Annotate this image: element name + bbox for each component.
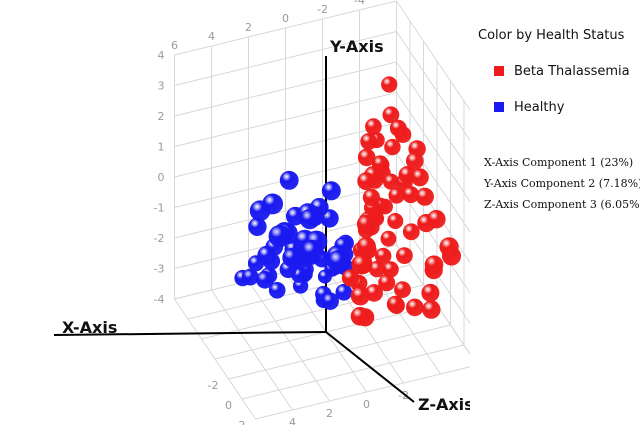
data-point <box>362 188 381 206</box>
data-point <box>402 223 420 241</box>
tick-label: 0 <box>363 398 370 411</box>
data-point <box>321 181 341 201</box>
legend-label: Healthy <box>514 100 565 115</box>
data-point <box>365 118 382 135</box>
z-axis-title: Z-Axis <box>418 395 470 414</box>
data-point <box>405 298 424 317</box>
data-point <box>299 209 320 230</box>
tick-label: 4 <box>208 30 215 43</box>
component-x-label: X-Axis Component 1 (23%) <box>484 156 634 169</box>
data-point <box>389 119 407 137</box>
data-point <box>405 152 424 170</box>
data-point <box>380 230 397 247</box>
data-point <box>257 245 276 265</box>
data-point <box>381 76 398 93</box>
tick-label: 6 <box>171 39 178 52</box>
data-point <box>241 268 259 286</box>
data-point <box>341 269 360 287</box>
legend-item-healthy: Healthy <box>494 100 564 115</box>
tick-label: 2 <box>158 110 165 123</box>
data-point <box>321 292 339 310</box>
tick-label: 4 <box>289 416 296 425</box>
data-point <box>386 295 405 313</box>
data-point <box>378 274 396 292</box>
tick-label: 0 <box>158 171 165 184</box>
data-point <box>415 187 434 206</box>
tick-label: 2 <box>239 419 246 425</box>
tick-label: 2 <box>245 21 252 34</box>
grid-line <box>228 324 451 380</box>
data-point <box>327 250 351 274</box>
data-point <box>357 148 376 167</box>
tick-label: -1 <box>154 202 165 215</box>
legend-swatch-blue <box>494 102 504 112</box>
data-point <box>268 281 286 299</box>
tick-label: 3 <box>158 80 165 93</box>
data-point <box>262 193 284 215</box>
tick-label: -4 <box>354 0 365 7</box>
data-point <box>356 236 376 256</box>
z-axis-line <box>325 331 415 403</box>
x-axis-title: X-Axis <box>62 318 117 337</box>
tick-label: 0 <box>225 399 232 412</box>
grid-line <box>241 344 465 400</box>
data-point <box>382 106 400 124</box>
tick-label: -2 <box>154 232 165 245</box>
x-axis-line <box>53 331 327 336</box>
tick-label: -3 <box>154 263 165 276</box>
tick-label: 0 <box>282 12 289 25</box>
data-point <box>279 170 299 190</box>
data-point <box>384 138 401 156</box>
data-points <box>234 76 461 327</box>
legend-swatch-red <box>494 66 504 76</box>
legend: Color by Health Status Beta Thalassemia … <box>478 28 640 115</box>
data-point <box>394 281 411 299</box>
data-point <box>439 237 459 257</box>
data-point <box>357 172 376 191</box>
legend-title: Color by Health Status <box>478 28 625 43</box>
component-z-label: Z-Axis Component 3 (6.05%) <box>484 198 640 211</box>
grid-line <box>396 0 470 111</box>
tick-label: 1 <box>158 141 165 154</box>
data-point <box>410 168 429 187</box>
y-axis-title: Y-Axis <box>329 37 384 56</box>
data-point <box>422 300 441 319</box>
grid-line <box>201 284 424 340</box>
data-point <box>356 214 376 234</box>
legend-item-beta-thalassemia: Beta Thalassemia <box>494 64 630 79</box>
data-point <box>427 210 446 229</box>
tick-labels: 6420-2-443210-1-2-3-443210-1-2-3-420-264… <box>154 0 409 425</box>
data-point <box>360 133 378 150</box>
component-y-label: Y-Axis Component 2 (7.18%) <box>484 177 640 190</box>
data-point <box>350 306 370 326</box>
data-point <box>282 248 302 268</box>
tick-label: -2 <box>208 379 219 392</box>
scatter-3d-plot: 6420-2-443210-1-2-3-443210-1-2-3-420-264… <box>53 0 470 425</box>
legend-label: Beta Thalassemia <box>514 64 630 79</box>
data-point <box>351 254 372 275</box>
data-point <box>256 270 274 289</box>
data-point <box>387 213 404 230</box>
data-point <box>268 225 291 248</box>
tick-label: -2 <box>317 3 328 16</box>
tick-label: -4 <box>154 293 165 306</box>
data-point <box>395 247 413 265</box>
tick-label: 2 <box>326 407 333 420</box>
tick-label: 4 <box>158 49 165 62</box>
data-point <box>424 255 444 275</box>
data-point <box>300 239 324 263</box>
grid-line <box>255 366 470 420</box>
component-variance-list: X-Axis Component 1 (23%) Y-Axis Componen… <box>484 152 640 215</box>
tick-label: -2 <box>398 389 409 402</box>
data-point <box>421 283 440 302</box>
data-point <box>350 286 370 306</box>
